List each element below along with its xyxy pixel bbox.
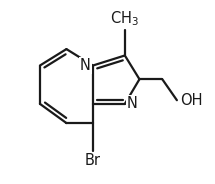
Text: OH: OH	[180, 93, 202, 108]
Text: CH$_3$: CH$_3$	[110, 9, 139, 28]
Text: N: N	[80, 58, 91, 73]
Text: Br: Br	[85, 153, 101, 168]
Text: N: N	[127, 96, 138, 111]
